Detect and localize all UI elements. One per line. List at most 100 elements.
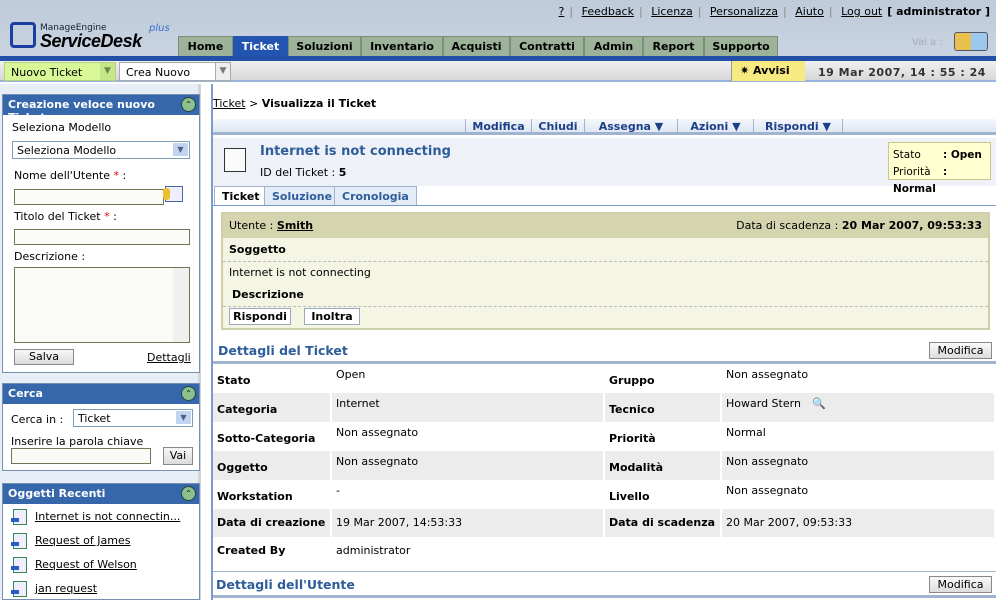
- tab-acquisti[interactable]: Acquisti: [443, 36, 510, 56]
- tab-ticket[interactable]: Ticket: [233, 36, 288, 56]
- tab-history[interactable]: Cronologia: [334, 186, 417, 205]
- current-datetime: 19 Mar 2007, 14 : 55 : 24: [818, 66, 986, 79]
- table-row: Created By administrator: [213, 537, 996, 565]
- search-in-value: Ticket: [78, 412, 111, 425]
- feedback-link[interactable]: Feedback: [581, 5, 634, 18]
- breadcrumb: Ticket > Visualizza il Ticket: [213, 97, 377, 110]
- ticket-details-table: Stato Open Gruppo Non assegnato Categoria In…: [213, 364, 996, 565]
- brand: ServiceDesk: [40, 31, 142, 51]
- chevron-down-icon[interactable]: ▼: [215, 63, 230, 80]
- details-link[interactable]: Dettagli: [147, 351, 191, 364]
- reply-button[interactable]: Rispondi: [229, 308, 291, 325]
- table-row: Categoria Internet Tecnico Howard Stern 🔍: [213, 393, 996, 422]
- requester-link[interactable]: Smith: [276, 219, 314, 232]
- chevron-down-icon: ▼: [176, 411, 191, 424]
- collapse-icon[interactable]: ⌃: [181, 486, 196, 501]
- search-panel: Cerca ⌃ Cerca in : Ticket ▼ Inserire la pa…: [2, 383, 200, 471]
- tab-ticket-detail[interactable]: Ticket: [214, 186, 268, 205]
- user-name-label: Nome dell'Utente * :: [14, 169, 127, 182]
- section-divider: [213, 595, 996, 598]
- recent-item[interactable]: Request of Welson: [11, 557, 137, 573]
- ticket-title-label: Titolo del Ticket * :: [14, 210, 117, 223]
- brand-small: ManageEngine: [40, 23, 107, 33]
- quick-create-panel: Creazione veloce nuovo Ticket ⌃ Seleziona…: [2, 94, 200, 373]
- ticket-title: Internet is not connecting: [260, 144, 451, 159]
- save-button[interactable]: Salva: [14, 349, 74, 365]
- switch-app-icon[interactable]: [954, 32, 988, 51]
- assign-action[interactable]: Assegna ▼: [584, 119, 677, 135]
- reply-menu[interactable]: Rispondi ▼: [753, 119, 843, 135]
- recent-item[interactable]: jan request: [11, 581, 97, 597]
- user-name-input[interactable]: [14, 189, 164, 205]
- new-ticket-label: Nuovo Ticket: [11, 66, 83, 79]
- logout-link[interactable]: Log out: [841, 5, 883, 18]
- close-action[interactable]: Chiudi: [531, 119, 584, 135]
- help-aiuto-link[interactable]: Aiuto: [795, 5, 824, 18]
- tab-solution[interactable]: Soluzione: [264, 186, 341, 205]
- panel-title: Creazione veloce nuovo Ticket: [8, 98, 155, 124]
- recent-items-panel: Oggetti Recenti ⌃ Internet is not connect…: [2, 483, 200, 600]
- help-link[interactable]: ?: [558, 5, 565, 18]
- search-in-label: Cerca in :: [11, 413, 64, 426]
- ticket-id: ID del Ticket : 5: [260, 166, 347, 179]
- status-box: Stato: Open Priorità: Normal: [888, 142, 991, 195]
- tab-contratti[interactable]: Contratti: [510, 36, 584, 56]
- template-value: Seleziona Modello: [17, 144, 117, 157]
- panel-title: Oggetti Recenti: [8, 487, 106, 500]
- tab-report[interactable]: Report: [643, 36, 704, 56]
- keyword-input[interactable]: [11, 448, 151, 464]
- goto-label: Vai a :: [912, 37, 943, 48]
- ticket-title-input[interactable]: [14, 229, 190, 245]
- breadcrumb-ticket-link[interactable]: Ticket: [213, 97, 246, 110]
- table-row: Oggetto Non assegnato Modalità Non assegnat…: [213, 451, 996, 480]
- edit-details-button[interactable]: Modifica: [929, 342, 992, 359]
- license-link[interactable]: Licenza: [651, 5, 693, 18]
- tab-home[interactable]: Home: [178, 36, 233, 56]
- description-textarea[interactable]: [14, 267, 190, 343]
- technician-lookup-icon[interactable]: 🔍: [812, 397, 827, 410]
- breadcrumb-current: Visualizza il Ticket: [261, 97, 377, 110]
- edit-action[interactable]: Modifica: [465, 119, 531, 135]
- subject-label: Soggetto: [223, 238, 988, 262]
- tab-supporto[interactable]: Supporto: [704, 36, 778, 56]
- personalize-link[interactable]: Personalizza: [709, 5, 779, 18]
- tab-soluzioni[interactable]: Soluzioni: [288, 36, 361, 56]
- actions-menu[interactable]: Azioni ▼: [677, 119, 753, 135]
- section-divider: [213, 361, 996, 364]
- user-details-heading: Dettagli dell'Utente: [216, 577, 355, 592]
- recent-item[interactable]: Internet is not connectin...: [11, 509, 180, 525]
- user-lookup-icon[interactable]: [163, 186, 183, 202]
- table-row: Sotto-Categoria Non assegnato Priorità Norm…: [213, 422, 996, 451]
- collapse-icon[interactable]: ⌃: [181, 386, 196, 401]
- subject-value: Internet is not connecting: [229, 266, 371, 279]
- edit-user-button[interactable]: Modifica: [929, 576, 992, 593]
- table-row: Data di creazione 19 Mar 2007, 14:53:33 Da…: [213, 509, 996, 537]
- ticket-edit-icon: [224, 148, 246, 172]
- priority-value: : Normal: [893, 166, 948, 195]
- create-new-label: Crea Nuovo: [126, 66, 191, 79]
- ticket-icon: [11, 557, 27, 573]
- alerts-button[interactable]: ✷ Avvisi: [731, 61, 805, 81]
- tab-admin[interactable]: Admin: [584, 36, 643, 56]
- current-user: [ administrator ]: [887, 5, 990, 18]
- keyword-label: Inserire la parola chiave: [11, 435, 144, 448]
- tab-inventario[interactable]: Inventario: [361, 36, 443, 56]
- new-ticket-dropdown[interactable]: Nuovo Ticket ▼: [4, 62, 116, 81]
- description-label: Descrizione :: [14, 250, 86, 263]
- template-select[interactable]: Seleziona Modello ▼: [12, 141, 190, 159]
- ticket-icon: [11, 509, 27, 525]
- ticket-details-heading: Dettagli del Ticket: [218, 343, 348, 358]
- collapse-icon[interactable]: ⌃: [181, 97, 196, 112]
- servicedesk-logo[interactable]: ManageEngine ServiceDesk plus: [10, 20, 170, 54]
- forward-button[interactable]: Inoltra: [304, 308, 360, 325]
- chevron-down-icon[interactable]: ▼: [100, 63, 115, 80]
- go-button[interactable]: Vai: [163, 447, 193, 465]
- alerts-label: Avvisi: [753, 64, 790, 77]
- create-new-dropdown[interactable]: Crea Nuovo ▼: [119, 62, 231, 81]
- ticket-icon: [11, 581, 27, 597]
- scrollbar[interactable]: [173, 268, 189, 342]
- table-row: Stato Open Gruppo Non assegnato: [213, 364, 996, 393]
- logo-icon: [10, 22, 36, 48]
- search-in-select[interactable]: Ticket ▼: [73, 409, 193, 427]
- recent-item[interactable]: Request of James: [11, 533, 130, 549]
